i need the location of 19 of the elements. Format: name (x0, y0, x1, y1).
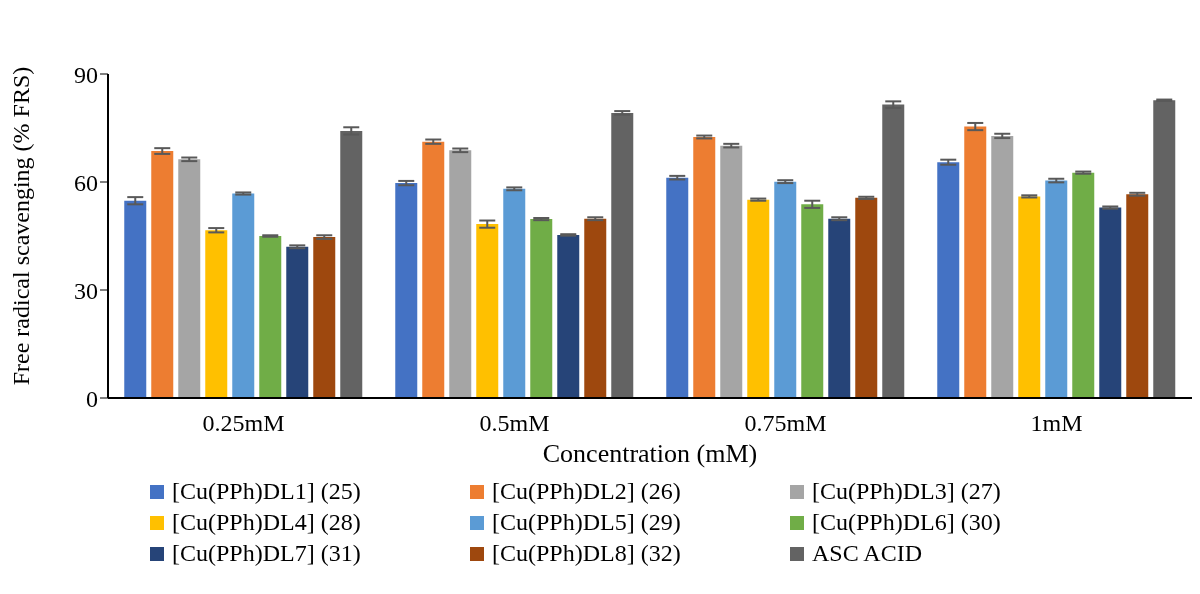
legend-label: [Cu(PPh)DL5] (29) (492, 509, 681, 536)
legend-label: [Cu(PPh)DL2] (26) (492, 478, 681, 505)
y-tick-label: 90 (74, 61, 98, 88)
y-tick-label: 30 (74, 277, 98, 304)
y-tick-label: 60 (74, 169, 98, 196)
legend-label: [Cu(PPh)DL1] (25) (172, 478, 361, 505)
x-tick-label: 1mM (1030, 410, 1083, 437)
y-axis-title: Free radical scavenging (% FRS) (7, 66, 34, 386)
legend-label: [Cu(PPh)DL3] (27) (812, 478, 1001, 505)
y-tick-label: 0 (86, 385, 98, 412)
x-tick-label: 0.75mM (744, 410, 827, 437)
x-tick-label: 0.25mM (202, 410, 285, 437)
legend-label: [Cu(PPh)DL6] (30) (812, 509, 1001, 536)
legend-label: [Cu(PPh)DL8] (32) (492, 540, 681, 567)
legend-label: [Cu(PPh)DL7] (31) (172, 540, 361, 567)
legend-label: [Cu(PPh)DL4] (28) (172, 509, 361, 536)
legend-label: ASC ACID (812, 540, 923, 567)
x-axis-title: Concentration (mM) (542, 439, 758, 468)
x-tick-label: 0.5mM (479, 410, 550, 437)
